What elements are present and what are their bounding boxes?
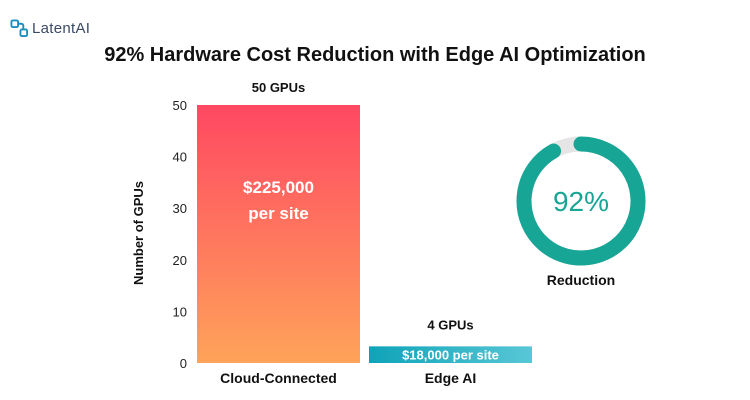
bar-cost-label: $225,000 xyxy=(243,178,314,197)
brand-name: LatentAI xyxy=(32,19,91,37)
y-tick-label: 30 xyxy=(173,201,187,216)
bar-cost-label: per site xyxy=(248,204,308,223)
latentai-logo-icon xyxy=(10,18,29,37)
y-tick-label: 50 xyxy=(173,98,187,113)
chart-title: 92% Hardware Cost Reduction with Edge AI… xyxy=(104,44,646,66)
bar-top-label: 50 GPUs xyxy=(252,80,305,95)
x-category-label: Cloud-Connected xyxy=(220,370,337,386)
y-tick-label: 20 xyxy=(173,253,187,268)
bar-top-label: 4 GPUs xyxy=(427,317,473,332)
y-tick-label: 40 xyxy=(173,150,187,165)
bar-cloud-connected xyxy=(197,105,360,363)
bar-cost-label: $18,000 per site xyxy=(402,348,499,363)
y-tick-label: 10 xyxy=(173,304,187,319)
donut-progress-arc xyxy=(516,136,646,266)
x-category-label: Edge AI xyxy=(425,370,477,386)
brand-logo: LatentAI xyxy=(10,18,90,38)
y-tick-label: 0 xyxy=(180,356,187,371)
donut-label: Reduction xyxy=(547,272,615,288)
bar-edge-ai xyxy=(369,346,532,363)
y-axis-label: Number of GPUs xyxy=(131,181,146,285)
donut-value: 92% xyxy=(553,186,609,217)
